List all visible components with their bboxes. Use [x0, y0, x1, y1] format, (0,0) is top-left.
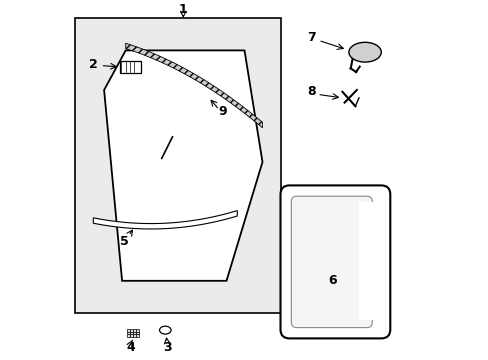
FancyBboxPatch shape: [133, 332, 136, 334]
FancyBboxPatch shape: [127, 332, 130, 334]
FancyBboxPatch shape: [280, 185, 389, 338]
FancyBboxPatch shape: [136, 334, 139, 337]
Text: 5: 5: [119, 235, 128, 248]
FancyBboxPatch shape: [127, 329, 130, 332]
FancyBboxPatch shape: [136, 332, 139, 334]
FancyBboxPatch shape: [127, 334, 130, 337]
Text: 8: 8: [306, 85, 315, 98]
Text: 1: 1: [179, 3, 187, 15]
FancyBboxPatch shape: [130, 329, 133, 332]
Text: 3: 3: [163, 341, 171, 354]
FancyBboxPatch shape: [291, 196, 371, 328]
Text: 4: 4: [126, 341, 135, 354]
Ellipse shape: [159, 326, 171, 334]
Text: 9: 9: [218, 105, 227, 118]
Polygon shape: [93, 211, 237, 229]
Text: 7: 7: [306, 31, 315, 44]
Text: 6: 6: [328, 274, 336, 287]
FancyBboxPatch shape: [133, 329, 136, 332]
FancyBboxPatch shape: [130, 332, 133, 334]
Text: 2: 2: [89, 58, 98, 71]
Polygon shape: [125, 43, 262, 128]
FancyBboxPatch shape: [120, 61, 141, 73]
Ellipse shape: [348, 42, 381, 62]
FancyBboxPatch shape: [358, 202, 380, 320]
FancyBboxPatch shape: [136, 329, 139, 332]
Polygon shape: [104, 50, 262, 281]
FancyBboxPatch shape: [75, 18, 280, 313]
FancyBboxPatch shape: [130, 334, 133, 337]
FancyBboxPatch shape: [133, 334, 136, 337]
